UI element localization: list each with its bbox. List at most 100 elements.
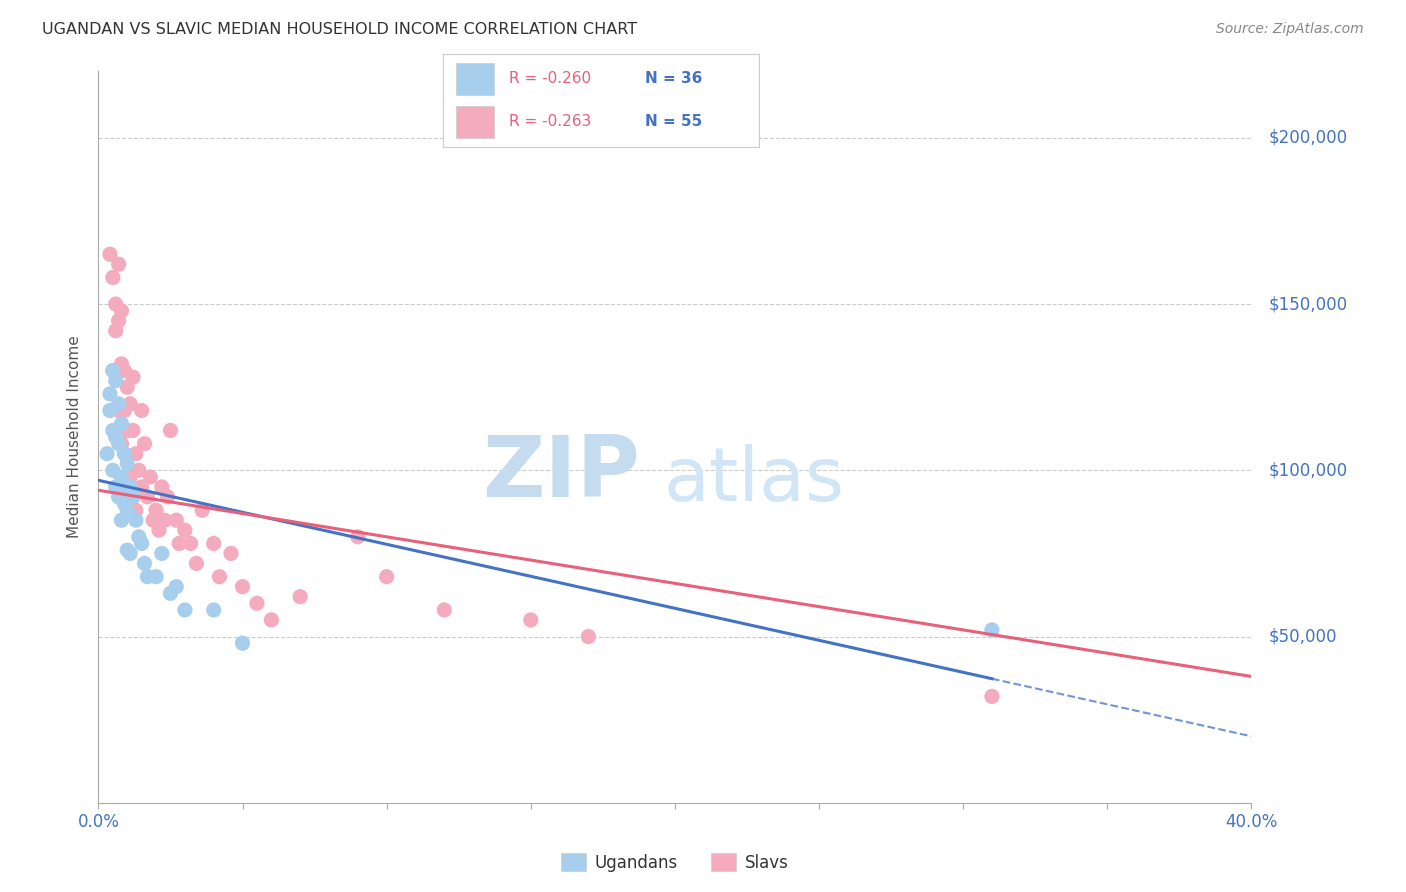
Point xyxy=(101,463,124,477)
Text: R = -0.260: R = -0.260 xyxy=(509,71,592,87)
Point xyxy=(125,447,148,461)
Point xyxy=(191,503,214,517)
Point xyxy=(107,257,129,271)
Point xyxy=(145,503,167,517)
Text: R = -0.263: R = -0.263 xyxy=(509,114,592,129)
Point xyxy=(120,480,142,494)
Text: $150,000: $150,000 xyxy=(1268,295,1348,313)
Point xyxy=(246,596,269,610)
Point xyxy=(110,513,132,527)
Text: $50,000: $50,000 xyxy=(1268,628,1337,646)
Point xyxy=(117,503,138,517)
Point xyxy=(117,480,138,494)
Point xyxy=(136,490,159,504)
Point xyxy=(98,403,121,417)
Point xyxy=(153,513,176,527)
Point xyxy=(159,424,181,438)
Point xyxy=(125,513,148,527)
Point xyxy=(120,470,142,484)
Point xyxy=(981,623,1004,637)
Point xyxy=(150,480,173,494)
Point xyxy=(101,363,124,377)
Point xyxy=(110,303,132,318)
Point xyxy=(231,636,254,650)
Point xyxy=(202,603,225,617)
Point xyxy=(104,430,127,444)
Point xyxy=(112,497,135,511)
Text: UGANDAN VS SLAVIC MEDIAN HOUSEHOLD INCOME CORRELATION CHART: UGANDAN VS SLAVIC MEDIAN HOUSEHOLD INCOM… xyxy=(42,22,637,37)
Point xyxy=(98,387,121,401)
Point xyxy=(142,513,165,527)
Point xyxy=(131,403,153,417)
Point xyxy=(219,546,242,560)
Point xyxy=(134,436,156,450)
Point xyxy=(122,370,145,384)
Point xyxy=(156,490,179,504)
Point xyxy=(260,613,283,627)
Point xyxy=(110,357,132,371)
Point xyxy=(290,590,312,604)
Point xyxy=(96,447,118,461)
Point xyxy=(136,570,159,584)
Point xyxy=(110,470,132,484)
Point xyxy=(433,603,456,617)
Text: N = 55: N = 55 xyxy=(645,114,703,129)
Point xyxy=(174,523,197,537)
Point xyxy=(131,480,153,494)
Point xyxy=(122,490,145,504)
Point xyxy=(101,363,124,377)
Point xyxy=(578,630,600,644)
Point xyxy=(120,397,142,411)
Point xyxy=(134,557,156,571)
Text: atlas: atlas xyxy=(664,444,845,517)
Point xyxy=(104,374,127,388)
Point xyxy=(174,603,197,617)
Point xyxy=(231,580,254,594)
Point xyxy=(128,530,150,544)
Point xyxy=(375,570,398,584)
Point xyxy=(159,586,181,600)
Point xyxy=(98,247,121,261)
Text: N = 36: N = 36 xyxy=(645,71,703,87)
Point xyxy=(346,530,368,544)
Point xyxy=(117,380,138,394)
Text: ZIP: ZIP xyxy=(482,432,640,516)
Point xyxy=(139,470,162,484)
Bar xyxy=(456,106,494,138)
Text: Source: ZipAtlas.com: Source: ZipAtlas.com xyxy=(1216,22,1364,37)
Point xyxy=(981,690,1004,704)
Point xyxy=(125,503,148,517)
Point xyxy=(186,557,208,571)
Point xyxy=(101,424,124,438)
Point xyxy=(122,490,145,504)
Point xyxy=(202,536,225,550)
Point xyxy=(120,546,142,560)
Point xyxy=(148,523,170,537)
Point xyxy=(520,613,543,627)
Point xyxy=(208,570,231,584)
Point xyxy=(107,403,129,417)
Point xyxy=(117,424,138,438)
Point xyxy=(110,417,132,431)
Point xyxy=(104,480,127,494)
Point xyxy=(104,324,127,338)
Point xyxy=(104,297,127,311)
Point xyxy=(117,543,138,558)
Point xyxy=(110,436,132,450)
Y-axis label: Median Household Income: Median Household Income xyxy=(67,335,83,539)
Point xyxy=(128,463,150,477)
Point xyxy=(107,397,129,411)
Point xyxy=(101,270,124,285)
Point xyxy=(180,536,202,550)
Point xyxy=(122,424,145,438)
Point xyxy=(107,490,129,504)
Point xyxy=(107,314,129,328)
Point xyxy=(112,363,135,377)
Point xyxy=(167,536,190,550)
Point xyxy=(131,536,153,550)
Text: $200,000: $200,000 xyxy=(1268,128,1348,147)
Legend: Ugandans, Slavs: Ugandans, Slavs xyxy=(554,847,796,879)
Point xyxy=(150,546,173,560)
Point xyxy=(112,403,135,417)
Point xyxy=(117,457,138,471)
